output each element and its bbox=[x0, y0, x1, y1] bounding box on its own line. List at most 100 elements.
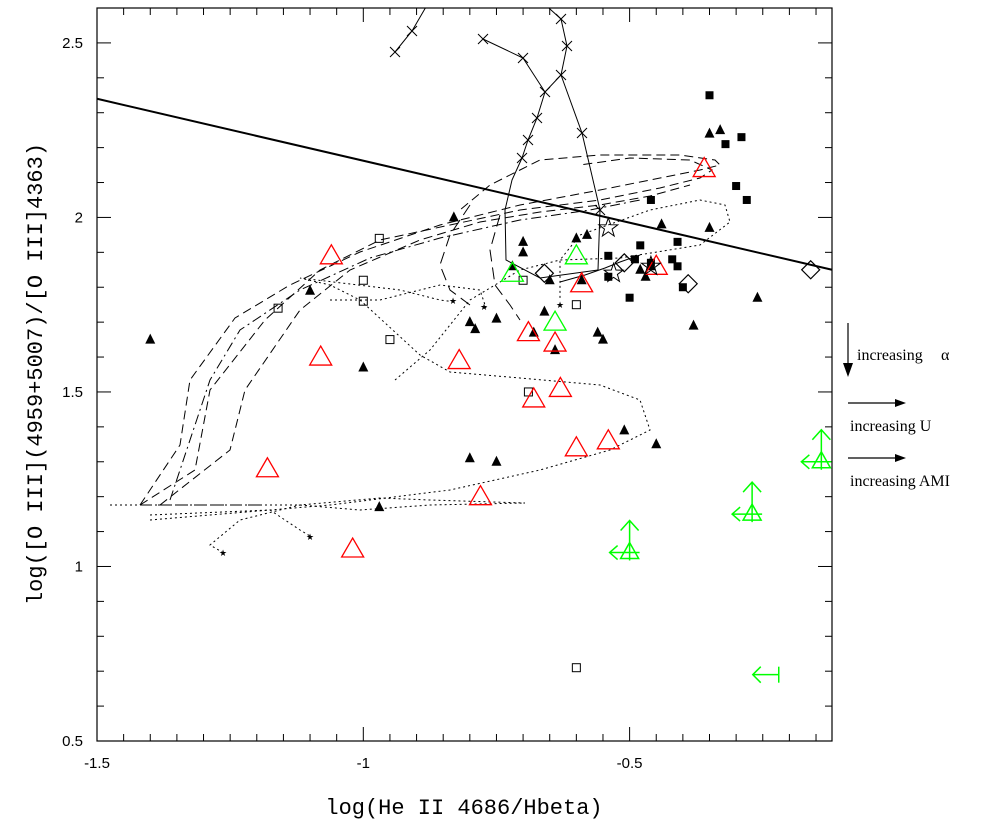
annotation-alpha: increasing α bbox=[843, 323, 950, 377]
x-marker bbox=[576, 127, 588, 139]
filled-square-point bbox=[732, 182, 741, 191]
annotation-ami-text: increasing AMI bbox=[850, 473, 950, 490]
filled-triangle-point bbox=[592, 326, 603, 337]
open-square-point bbox=[385, 335, 395, 345]
open-star-point bbox=[597, 216, 620, 238]
x-track-5 bbox=[504, 157, 599, 279]
filled-triangle-point bbox=[491, 312, 502, 323]
filled-triangle-point bbox=[491, 455, 502, 466]
open-square-point bbox=[358, 296, 368, 306]
annotation-u-text: increasing U bbox=[850, 418, 932, 435]
track-x-markers bbox=[389, 13, 606, 216]
filled-square-point bbox=[673, 262, 682, 271]
open-square-point bbox=[571, 300, 581, 310]
filled-square-point bbox=[604, 272, 613, 281]
annotation-ami: increasing AMI bbox=[848, 454, 950, 490]
dotted-curve-3 bbox=[149, 277, 651, 521]
upper-limit-marker bbox=[751, 666, 780, 684]
open-triangle-point bbox=[548, 376, 573, 398]
star-track bbox=[559, 254, 641, 283]
filled-square-point bbox=[742, 195, 751, 204]
filled-triangle-point bbox=[619, 424, 630, 435]
open-star-point bbox=[639, 254, 662, 276]
filled-triangle-point bbox=[597, 333, 608, 344]
x-tick-label: -1 bbox=[357, 755, 370, 772]
axis-ticks bbox=[96, 8, 832, 742]
open-triangle-point bbox=[692, 156, 717, 178]
open-triangle-point bbox=[521, 386, 546, 408]
filled-triangle-point bbox=[715, 124, 726, 135]
open-triangle-point bbox=[564, 243, 589, 265]
annotation-alpha-symbol: α bbox=[941, 347, 950, 364]
tick-labels: -1.5 -1 -0.5 0.5 1 1.5 2 2.5 bbox=[62, 35, 642, 772]
track-star: ★ bbox=[556, 301, 564, 311]
open-triangle-point bbox=[468, 484, 493, 506]
open-square-point bbox=[374, 233, 384, 243]
y-axis-label: log([O III](4959+5007)/[O III]4363) bbox=[24, 143, 49, 605]
track-star: ★ bbox=[306, 533, 314, 543]
filled-triangle-point bbox=[464, 316, 475, 327]
filled-triangle-point bbox=[571, 232, 582, 243]
dotted-curve-2 bbox=[149, 509, 311, 537]
x-marker bbox=[594, 204, 606, 216]
x-marker bbox=[406, 25, 418, 37]
filled-triangle-point bbox=[688, 319, 699, 330]
filled-square-point bbox=[636, 241, 645, 250]
open-diamond-point bbox=[614, 252, 635, 273]
x-marker bbox=[522, 134, 534, 146]
open-square-point bbox=[571, 663, 581, 673]
track-star: ★ bbox=[219, 549, 227, 559]
y-tick-label: 1 bbox=[75, 558, 83, 575]
filled-square-point bbox=[668, 255, 677, 264]
filled-triangle-point bbox=[358, 361, 369, 372]
filled-triangle-point bbox=[752, 291, 763, 302]
upper-limit-marker bbox=[730, 480, 763, 523]
filled-triangle-point bbox=[640, 270, 651, 281]
open-square-point bbox=[518, 275, 528, 285]
y-tick-label: 0.5 bbox=[62, 733, 83, 750]
x-marker bbox=[539, 86, 551, 98]
filled-triangle-point bbox=[374, 501, 385, 512]
x-axis-label: log(He II 4686/Hbeta) bbox=[325, 796, 602, 821]
x-marker bbox=[517, 52, 529, 64]
open-triangle-point bbox=[569, 271, 594, 293]
filled-triangle-point bbox=[635, 263, 646, 274]
upper-limit-marker bbox=[608, 519, 640, 561]
x-marker bbox=[477, 33, 489, 45]
filled-triangle-point bbox=[651, 438, 662, 449]
open-star-point bbox=[602, 261, 625, 283]
filled-triangle-point bbox=[464, 452, 475, 463]
x-track-4 bbox=[560, 74, 601, 271]
filled-triangle-point bbox=[582, 228, 592, 239]
x-track-2 bbox=[482, 8, 568, 93]
filled-square-point bbox=[646, 258, 655, 267]
filled-square-point bbox=[646, 195, 655, 204]
dashed-curve-3 bbox=[159, 184, 691, 506]
filled-square-point bbox=[721, 140, 730, 149]
data-points bbox=[145, 91, 832, 684]
y-tick-label: 2.5 bbox=[62, 35, 83, 52]
open-square-point bbox=[273, 303, 283, 313]
model-curves bbox=[110, 8, 731, 553]
annotation-alpha-text: increasing bbox=[857, 347, 923, 364]
dashdot-curve bbox=[169, 199, 641, 501]
filled-triangle-point bbox=[539, 305, 550, 316]
y-tick-label: 1.5 bbox=[62, 384, 83, 401]
open-triangle-point bbox=[564, 435, 589, 457]
x-marker bbox=[531, 112, 543, 124]
dotted-curve-1 bbox=[110, 497, 526, 553]
track-star: ★ bbox=[480, 303, 488, 313]
open-triangle-point bbox=[255, 456, 280, 478]
open-diamond-point bbox=[800, 259, 821, 280]
filled-square-point bbox=[604, 251, 613, 260]
plot-frame bbox=[96, 7, 833, 742]
filled-triangle-point bbox=[470, 323, 481, 334]
track-star: ★ bbox=[449, 297, 457, 307]
open-triangle-point bbox=[340, 536, 365, 558]
x-tick-label: -0.5 bbox=[617, 755, 643, 772]
dotted-curve-4 bbox=[330, 284, 487, 309]
filled-triangle-point bbox=[448, 211, 459, 222]
filled-triangle-point bbox=[704, 221, 715, 232]
open-triangle-point bbox=[596, 428, 621, 450]
